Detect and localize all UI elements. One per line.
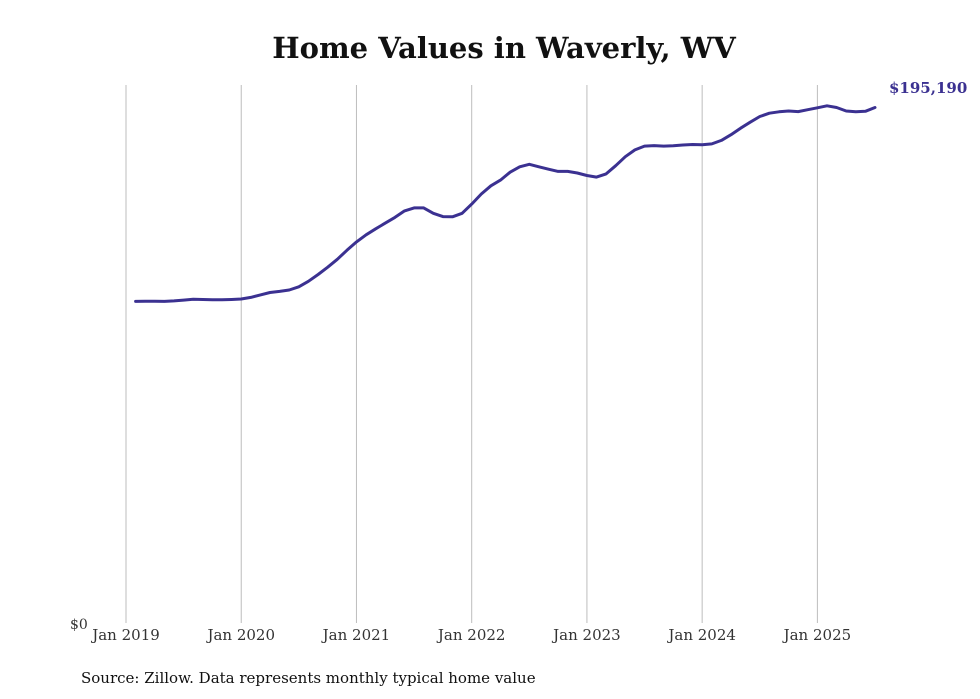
x-axis-tick-label: Jan 2025	[782, 626, 852, 644]
x-axis-tick-label: Jan 2024	[666, 626, 736, 644]
x-axis-tick-label: Jan 2023	[551, 626, 621, 644]
y-axis-tick-label-zero: $0	[70, 617, 88, 633]
x-axis-tick-label: Jan 2022	[436, 626, 506, 644]
x-axis-tick-label: Jan 2019	[90, 626, 160, 644]
chart-title: Home Values in Waverly, WV	[272, 31, 736, 65]
latest-value-label: $195,190	[889, 79, 967, 97]
x-gridlines	[125, 85, 818, 623]
x-axis-tick-label: Jan 2020	[205, 626, 275, 644]
x-axis-tick-labels: Jan 2019 Jan 2020 Jan 2021 Jan 2022 Jan 2023…	[90, 626, 851, 644]
source-note: Source: Zillow. Data represents monthly …	[81, 669, 536, 687]
x-axis-tick-label: Jan 2021	[321, 626, 391, 644]
home-value-series-line	[134, 104, 877, 303]
